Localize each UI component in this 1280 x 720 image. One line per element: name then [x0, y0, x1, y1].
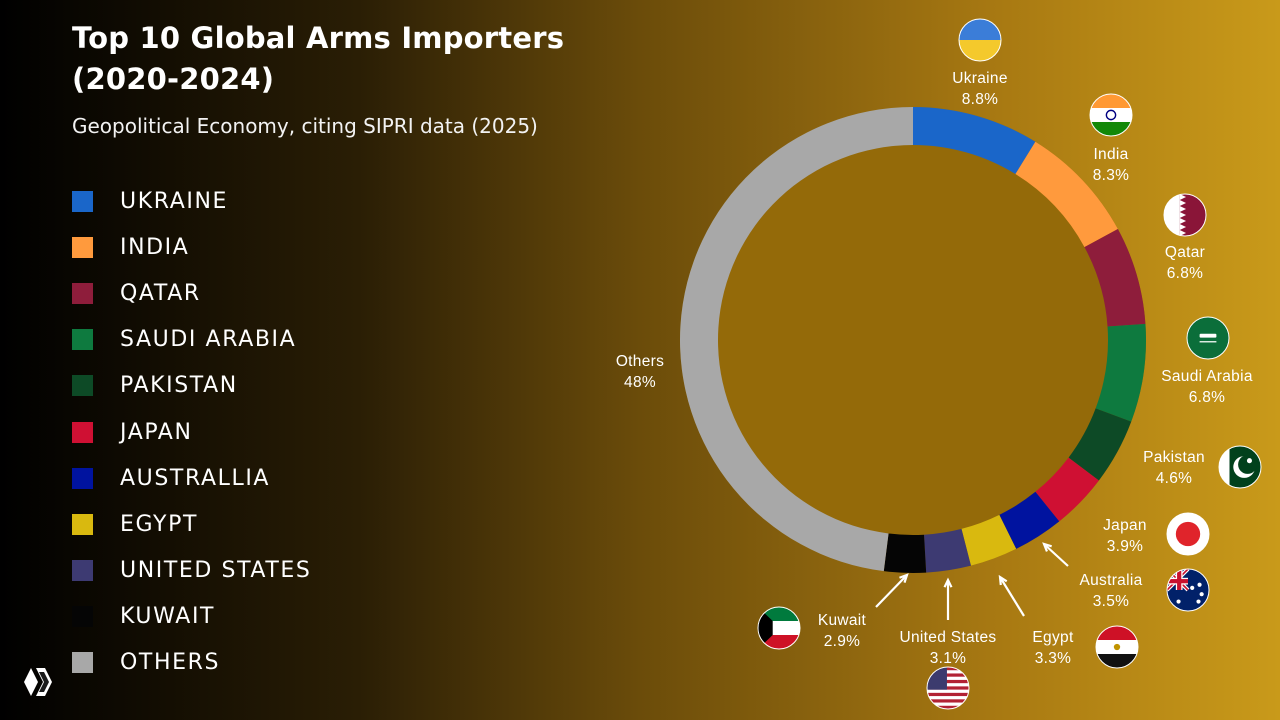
slice-australia: [999, 491, 1060, 549]
slice-others: [679, 107, 913, 572]
legend-label-pakistan: PAKISTAN: [120, 373, 238, 399]
united-states-flag-icon: [926, 666, 970, 710]
legend-swatch-qatar: [72, 282, 93, 304]
legend-swatch-saudi-arabia: [72, 329, 93, 351]
legend-label-united-states: UNITED STATES: [120, 558, 312, 584]
legend: UKRAINE INDIA QATAR SAUDI ARABIA PAKISTA…: [72, 178, 311, 686]
legend-label-others: OTHERS: [120, 650, 221, 676]
legend-swatch-ukraine: [72, 190, 93, 212]
slice-saudi-arabia: [1095, 323, 1146, 422]
slice-label-kuwait: Kuwait: [818, 612, 867, 629]
arrow-kuwait: [875, 573, 909, 608]
donut-background: [680, 107, 1146, 573]
kuwait-flag-icon: [757, 606, 801, 650]
slice-egypt: [961, 514, 1017, 566]
saudi-arabia-flag-icon: [1186, 316, 1230, 360]
legend-item-india: INDIA: [72, 224, 311, 270]
japan-flag-icon: [1166, 512, 1210, 556]
legend-swatch-australia: [72, 467, 93, 489]
legend-swatch-japan: [72, 421, 93, 443]
slice-value-egypt: 3.3%: [1035, 650, 1072, 667]
legend-swatch-egypt: [72, 513, 93, 535]
legend-item-egypt: EGYPT: [72, 501, 311, 547]
slice-pakistan: [1068, 408, 1132, 481]
slice-value-india: 8.3%: [1093, 167, 1130, 184]
legend-label-japan: JAPAN: [120, 419, 193, 445]
slice-label-india: India: [1093, 146, 1128, 163]
legend-swatch-india: [72, 236, 93, 258]
legend-item-japan: JAPAN: [72, 409, 311, 455]
slice-value-australia: 3.5%: [1093, 593, 1130, 610]
arrow-egypt: [998, 574, 1025, 617]
legend-item-kuwait: KUWAIT: [72, 594, 311, 640]
ukraine-flag-icon: [958, 18, 1002, 62]
legend-item-qatar: QATAR: [72, 270, 311, 316]
qatar-flag-icon: [1163, 193, 1207, 237]
slice-value-others: 48%: [624, 374, 656, 391]
legend-label-saudi-arabia: SAUDI ARABIA: [120, 327, 297, 353]
slice-label-pakistan: Pakistan: [1143, 449, 1205, 466]
legend-label-kuwait: KUWAIT: [120, 604, 216, 630]
slice-qatar: [1084, 229, 1146, 327]
legend-label-ukraine: UKRAINE: [120, 188, 229, 214]
slice-united-states: [924, 528, 971, 573]
india-flag-icon: [1089, 93, 1133, 137]
slice-label-egypt: Egypt: [1032, 629, 1074, 646]
slice-value-united-states: 3.1%: [930, 650, 967, 667]
slice-label-others: Others: [616, 353, 664, 370]
slice-value-japan: 3.9%: [1107, 538, 1144, 555]
chart-title: Top 10 Global Arms Importers (2020-2024): [72, 21, 565, 96]
slice-ukraine: [913, 107, 1036, 175]
slice-india: [1015, 141, 1118, 248]
legend-swatch-others: [72, 652, 93, 674]
slice-value-qatar: 6.8%: [1167, 265, 1204, 282]
legend-swatch-pakistan: [72, 375, 93, 397]
slice-value-saudi-arabia: 6.8%: [1189, 389, 1226, 406]
legend-label-india: INDIA: [120, 234, 190, 260]
slice-label-japan: Japan: [1103, 517, 1147, 534]
australia-flag-icon: [1166, 568, 1210, 612]
slice-japan: [1035, 457, 1099, 522]
slice-value-pakistan: 4.6%: [1156, 470, 1193, 487]
egypt-flag-icon: [1095, 625, 1139, 669]
hive-logo-icon: [24, 668, 52, 696]
legend-swatch-united-states: [72, 560, 93, 582]
legend-item-australia: AUSTRALLIA: [72, 455, 311, 501]
legend-item-ukraine: UKRAINE: [72, 178, 311, 224]
slice-label-qatar: Qatar: [1165, 244, 1205, 261]
arrow-united-states: [943, 577, 953, 620]
legend-label-egypt: EGYPT: [120, 511, 198, 537]
arrow-australia: [1042, 542, 1069, 567]
slice-value-ukraine: 8.8%: [962, 91, 999, 108]
slice-label-ukraine: Ukraine: [952, 70, 1008, 87]
pakistan-flag-icon: [1218, 445, 1262, 489]
slice-kuwait: [883, 533, 927, 573]
legend-swatch-kuwait: [72, 606, 93, 628]
slice-value-kuwait: 2.9%: [824, 633, 861, 650]
legend-item-others: OTHERS: [72, 640, 311, 686]
slice-label-united-states: United States: [900, 629, 997, 646]
legend-label-australia: AUSTRALLIA: [120, 465, 271, 491]
slice-label-saudi-arabia: Saudi Arabia: [1161, 368, 1253, 385]
slice-label-australia: Australia: [1079, 572, 1142, 589]
legend-item-united-states: UNITED STATES: [72, 548, 311, 594]
legend-item-pakistan: PAKISTAN: [72, 363, 311, 409]
legend-label-qatar: QATAR: [120, 280, 201, 306]
chart-subtitle: Geopolitical Economy, citing SIPRI data …: [72, 114, 538, 138]
legend-item-saudi-arabia: SAUDI ARABIA: [72, 317, 311, 363]
